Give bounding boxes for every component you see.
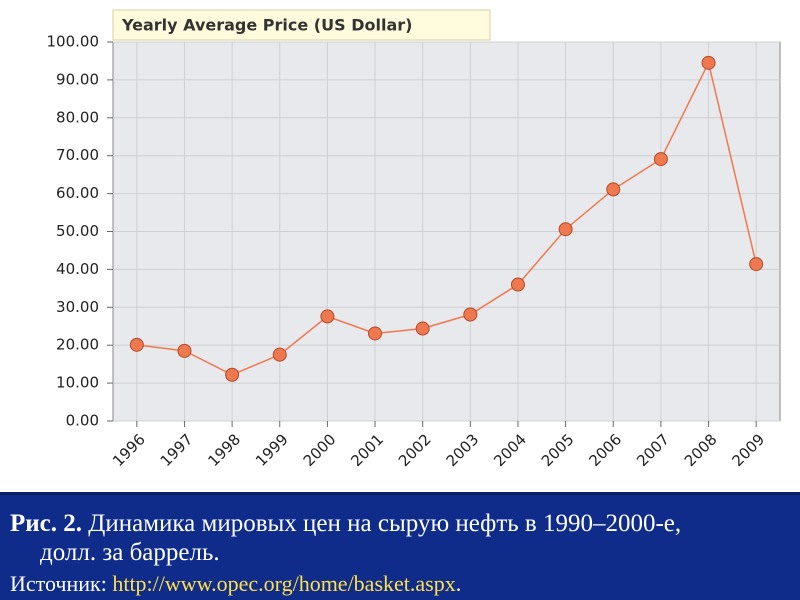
y-tick-label: 90.00 (56, 70, 99, 88)
caption-label: Рис. 2. (10, 510, 83, 537)
marker (701, 55, 716, 70)
x-tick-label: 1997 (157, 430, 197, 470)
x-tick-label: 2000 (300, 430, 340, 470)
marker (463, 307, 478, 322)
y-tick-label: 30.00 (56, 298, 99, 316)
source: Источник: http://www.opec.org/home/baske… (10, 571, 461, 597)
x-tick-label: 2009 (728, 430, 768, 470)
title-box (112, 9, 491, 41)
source-url[interactable]: http://www.opec.org/home/basket.aspx (112, 571, 456, 596)
x-tick-label: 2001 (347, 430, 387, 470)
marker (653, 152, 668, 167)
y-tick-label: 80.00 (56, 108, 99, 126)
x-tick-label: 2004 (490, 430, 530, 470)
marker (272, 347, 287, 362)
chart-title: Yearly Average Price (US Dollar) (121, 16, 412, 35)
caption-band: Рис. 2. Динамика мировых цен на сырую не… (0, 492, 800, 600)
y-tick-label: 0.00 (66, 412, 99, 430)
marker (606, 182, 621, 197)
y-tick-label: 10.00 (56, 374, 99, 392)
marker (320, 309, 335, 324)
y-tick-label: 60.00 (56, 184, 99, 202)
y-tick-label: 40.00 (56, 260, 99, 278)
marker (415, 321, 430, 336)
x-tick-label: 1996 (109, 430, 149, 470)
x-tick-label: 2007 (633, 430, 673, 470)
caption-text: Динамика мировых цен на сырую нефть в 19… (40, 510, 682, 566)
marker (749, 257, 764, 272)
y-tick-label: 20.00 (56, 336, 99, 354)
y-tick-label: 100.00 (47, 33, 100, 51)
y-tick-label: 50.00 (56, 222, 99, 240)
x-tick-label: 1998 (204, 430, 244, 470)
source-end: . (455, 571, 462, 596)
marker (225, 367, 240, 382)
chart: Yearly Average Price (US Dollar) 0.00 10.… (47, 9, 781, 470)
x-tick-label: 2005 (538, 430, 578, 470)
x-tick-label: 1999 (252, 430, 292, 470)
y-tick-label: 70.00 (56, 146, 99, 164)
source-label: Источник: (10, 571, 107, 596)
x-tick-label: 2003 (443, 430, 483, 470)
x-tick-label: 2006 (586, 430, 626, 470)
marker (368, 326, 383, 341)
line (136, 60, 757, 376)
marker (129, 337, 144, 352)
marker (177, 343, 192, 358)
caption: Рис. 2. Динамика мировых цен на сырую не… (10, 509, 740, 567)
x-tick-label: 2002 (395, 430, 435, 470)
marker (558, 222, 573, 237)
marker (510, 277, 525, 292)
x-tick-label: 2008 (681, 430, 721, 470)
